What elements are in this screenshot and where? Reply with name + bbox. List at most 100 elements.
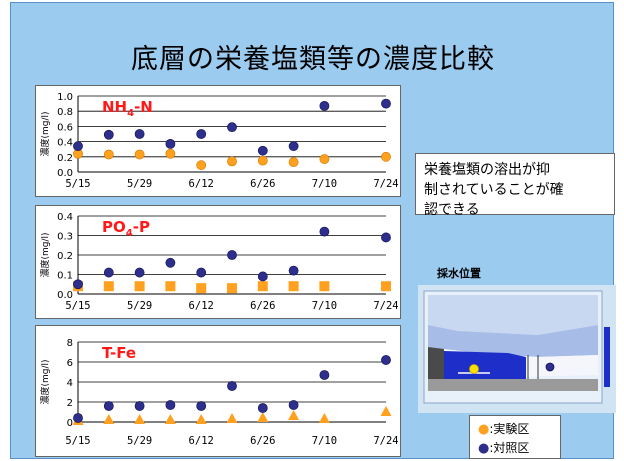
tfe-xtick-label: 7/10 bbox=[312, 435, 337, 447]
po4p-control-point bbox=[103, 267, 114, 278]
po4p-ylabel: 濃度(mg/l) bbox=[39, 232, 51, 277]
po4p-xtick-label: 6/26 bbox=[250, 300, 275, 312]
nh4n-control-point bbox=[288, 141, 299, 152]
tfe-control-point bbox=[257, 403, 268, 413]
po4p-ytick-label: 0.2 bbox=[57, 251, 73, 262]
map-embankment bbox=[428, 347, 444, 385]
tfe-experiment-point bbox=[288, 410, 300, 420]
map-mid-layer bbox=[428, 325, 598, 357]
nh4n-xtick-label: 5/29 bbox=[127, 178, 152, 190]
nh4n-experiment-point bbox=[165, 148, 176, 159]
nh4n-ytick-label: 0.8 bbox=[57, 107, 73, 118]
nh4n-xtick-label: 6/26 bbox=[250, 178, 275, 190]
tfe-ytick-label: 2 bbox=[67, 398, 73, 409]
po4p-series-label: PO4-P bbox=[102, 218, 150, 239]
nh4n-control-point bbox=[196, 129, 207, 139]
tfe-ytick-label: 8 bbox=[67, 338, 73, 349]
tfe-xtick-label: 5/15 bbox=[65, 435, 90, 447]
nh4n-xtick-label: 7/10 bbox=[312, 178, 337, 190]
tfe-xtick-label: 6/26 bbox=[250, 435, 275, 447]
po4p-chart-svg: 0.0 0.1 0.2 0.3 0.4 5/15 5/29 6/12 6/26 7/10 7/24 濃… bbox=[39, 212, 399, 312]
nh4n-ytick-label: 0.4 bbox=[57, 138, 73, 149]
tfe-xtick-label: 7/24 bbox=[373, 435, 398, 447]
po4p-control-point bbox=[134, 267, 145, 278]
nh4n-xtick-label: 7/24 bbox=[373, 178, 398, 190]
tfe-ytick-label: 0 bbox=[67, 418, 73, 429]
nh4n-ytick-label: 0.2 bbox=[57, 153, 73, 164]
po4p-control-point bbox=[165, 257, 176, 268]
po4p-chart: 0.0 0.1 0.2 0.3 0.4 5/15 5/29 6/12 6/26 7/10 7/24 濃… bbox=[35, 205, 401, 319]
po4p-ytick-label: 0.3 bbox=[57, 232, 73, 243]
po4p-control-point bbox=[319, 226, 330, 237]
nh4n-control-point bbox=[319, 100, 330, 111]
legend-control: ●:対照区 bbox=[478, 440, 529, 456]
nh4n-control-point bbox=[134, 129, 145, 139]
po4p-xtick-label: 5/15 bbox=[65, 300, 90, 312]
tfe-control-point bbox=[165, 400, 176, 410]
po4p-control-point bbox=[257, 271, 268, 282]
nh4n-chart-svg: 0.0 0.2 0.4 0.6 0.8 1.0 5/15 5/29 6/12 6/26 7/10 7/… bbox=[39, 92, 399, 190]
po4p-ytick-label: 0.0 bbox=[57, 290, 73, 301]
nh4n-chart: 0.0 0.2 0.4 0.6 0.8 1.0 5/15 5/29 6/12 6/26 7/10 7/… bbox=[35, 85, 401, 197]
nh4n-experiment-point bbox=[288, 157, 299, 168]
sampling-site-label: 採水位置 bbox=[437, 267, 481, 280]
tfe-xtick-label: 6/12 bbox=[189, 435, 214, 447]
sampling-site-map bbox=[418, 285, 616, 413]
tfe-experiment-point bbox=[226, 413, 238, 423]
po4p-control-point bbox=[288, 265, 299, 276]
nh4n-control-point bbox=[257, 145, 268, 156]
tfe-control-point bbox=[103, 401, 114, 411]
legend-experiment: ●:実験区 bbox=[478, 421, 529, 437]
tfe-control-point bbox=[288, 400, 299, 410]
po4p-experiment-point bbox=[103, 281, 114, 292]
slide: 底層の栄養塩類等の濃度比較 0.0 0.2 0.4 0.6 0.8 1.0 5/15 5/29… bbox=[10, 2, 616, 459]
tfe-control-point bbox=[196, 401, 207, 411]
slide-title: 底層の栄養塩類等の濃度比較 bbox=[131, 44, 495, 75]
po4p-experiment-point bbox=[257, 281, 268, 292]
tfe-chart-svg: 0 2 4 6 8 5/15 5/29 6/12 6/26 7/10 7/24 濃度(mg/l) T-F… bbox=[39, 338, 399, 447]
po4p-experiment-point bbox=[288, 281, 299, 292]
tfe-experiment-point bbox=[380, 406, 392, 416]
note-line-2: 制されていることが確 bbox=[424, 182, 564, 198]
po4p-control-point bbox=[196, 267, 207, 278]
nh4n-control-point bbox=[227, 122, 237, 133]
nh4n-xtick-label: 6/12 bbox=[189, 178, 214, 190]
tfe-control-point bbox=[381, 355, 391, 365]
nh4n-experiment-point bbox=[319, 154, 330, 164]
po4p-ytick-label: 0.4 bbox=[57, 212, 73, 223]
tfe-experiment-point bbox=[318, 413, 330, 423]
tfe-experiment-point bbox=[134, 414, 146, 424]
legend-control-text: ●:対照区 bbox=[478, 441, 530, 456]
tfe-control-point bbox=[227, 381, 237, 391]
po4p-control-point bbox=[381, 232, 391, 243]
tfe-experiment-point bbox=[257, 412, 269, 422]
nh4n-control-point bbox=[103, 129, 114, 140]
tfe-series-label: T-Fe bbox=[102, 344, 136, 362]
nh4n-control-point bbox=[381, 98, 391, 109]
note-line-1: 栄養塩類の溶出が抑 bbox=[424, 162, 550, 178]
po4p-experiment-point bbox=[227, 283, 237, 294]
tfe-experiment-point bbox=[164, 414, 176, 424]
conclusion-note: 栄養塩類の溶出が抑 制されていることが確 認できる bbox=[415, 153, 615, 218]
control-site-marker bbox=[545, 362, 555, 372]
po4p-experiment-point bbox=[319, 281, 330, 292]
map-surface-layer bbox=[428, 295, 598, 335]
tfe-control-point bbox=[319, 370, 330, 380]
po4p-experiment-point bbox=[165, 281, 176, 292]
nh4n-experiment-point bbox=[134, 149, 145, 160]
po4p-experiment-point bbox=[381, 281, 391, 292]
map-deep-zone bbox=[444, 351, 526, 379]
tfe-xtick-label: 5/29 bbox=[127, 435, 152, 447]
map-bottom bbox=[428, 379, 598, 391]
po4p-xtick-label: 6/12 bbox=[189, 300, 214, 312]
legend-experiment-text: ●:実験区 bbox=[478, 422, 530, 437]
tfe-experiment-point bbox=[195, 414, 207, 424]
nh4n-ytick-label: 0.6 bbox=[57, 122, 73, 133]
nh4n-experiment-point bbox=[381, 151, 391, 162]
tfe-ytick-label: 4 bbox=[67, 378, 73, 389]
po4p-control-point bbox=[73, 279, 83, 290]
legend: ●:実験区 ●:対照区 bbox=[469, 415, 561, 459]
nh4n-ytick-label: 1.0 bbox=[57, 92, 73, 103]
tfe-control-point bbox=[73, 413, 83, 423]
tfe-ylabel: 濃度(mg/l) bbox=[39, 359, 51, 404]
